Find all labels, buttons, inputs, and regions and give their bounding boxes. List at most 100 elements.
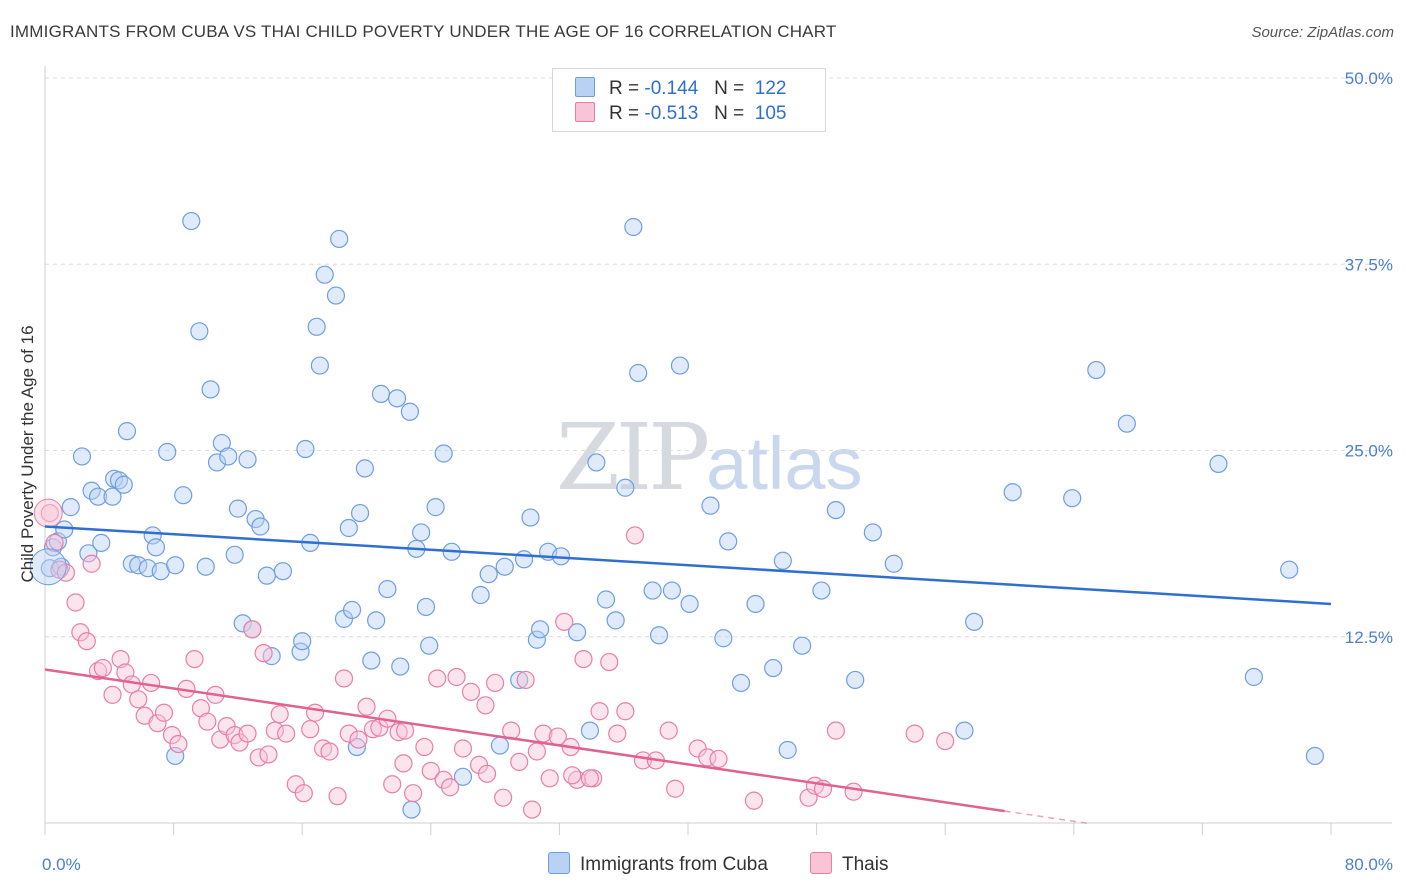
data-point-thais xyxy=(111,649,130,669)
data-point-cuba xyxy=(196,557,215,576)
data-point-cuba xyxy=(629,363,648,383)
data-point-thais xyxy=(129,690,148,709)
data-point-cuba xyxy=(778,740,797,760)
data-point-thais xyxy=(82,554,101,573)
data-point-cuba xyxy=(114,475,133,494)
bottom-legend-swatch-thais xyxy=(810,852,832,874)
data-point-cuba xyxy=(846,670,865,690)
data-point-thais xyxy=(486,673,505,693)
trend-line-cuba xyxy=(44,525,1332,606)
watermark: ZIPatlas xyxy=(556,404,862,511)
data-point-cuba xyxy=(146,538,166,557)
data-point-thais xyxy=(162,725,182,745)
data-point-cuba xyxy=(350,503,370,523)
data-point-cuba xyxy=(434,444,453,463)
data-point-thais xyxy=(494,788,513,807)
data-point-thais xyxy=(421,761,440,780)
data-point-cuba xyxy=(330,229,349,249)
data-point-cuba xyxy=(347,737,366,757)
legend-swatch-thais xyxy=(575,102,595,122)
data-point-thais xyxy=(33,498,63,528)
bottom-legend-label-thais: Thais xyxy=(842,854,889,875)
data-point-cuba xyxy=(662,581,682,600)
y-axis-label: Child Poverty Under the Age of 16 xyxy=(18,325,37,583)
data-point-thais xyxy=(169,734,188,754)
data-point-cuba xyxy=(955,721,974,740)
data-point-cuba xyxy=(527,630,546,649)
data-point-thais xyxy=(440,778,460,797)
data-point-cuba xyxy=(616,478,635,497)
data-point-cuba xyxy=(719,532,738,551)
data-point-cuba xyxy=(103,487,122,506)
data-point-thais xyxy=(404,784,423,803)
data-point-cuba xyxy=(764,658,783,678)
data-point-cuba xyxy=(567,623,587,642)
data-point-thais xyxy=(339,724,358,743)
data-point-thais xyxy=(301,720,320,739)
data-point-thais xyxy=(659,721,678,740)
data-point-thais xyxy=(66,593,85,612)
data-point-thais xyxy=(265,721,284,740)
data-point-thais xyxy=(270,705,289,724)
data-point-thais xyxy=(580,769,600,788)
data-point-thais xyxy=(259,745,278,764)
data-point-cuba xyxy=(117,422,137,441)
data-point-cuba xyxy=(402,800,421,819)
data-point-thais xyxy=(527,742,546,761)
x-tick-label: 80.0% xyxy=(1345,855,1393,874)
data-point-cuba xyxy=(587,453,606,472)
data-point-cuba xyxy=(1305,746,1325,766)
data-point-thais xyxy=(71,623,90,642)
data-point-cuba xyxy=(158,442,177,462)
watermark-atlas: atlas xyxy=(706,422,863,505)
data-point-cuba xyxy=(190,322,209,341)
data-point-cuba xyxy=(643,581,662,600)
trend-line-thais-extension xyxy=(1004,810,1090,825)
bottom-legend-label-cuba: Immigrants from Cuba xyxy=(580,854,768,875)
data-point-cuba xyxy=(1280,560,1299,579)
data-point-thais xyxy=(77,632,96,651)
legend-n-value: 105 xyxy=(754,103,787,124)
data-point-cuba xyxy=(233,614,252,633)
bottom-legend-thais: Thais xyxy=(810,852,888,876)
data-point-cuba xyxy=(251,517,270,536)
data-point-cuba xyxy=(510,670,529,690)
data-point-cuba xyxy=(812,581,831,600)
data-point-thais xyxy=(574,649,593,669)
data-point-cuba xyxy=(378,579,397,599)
data-point-cuba xyxy=(965,612,984,631)
data-point-thais xyxy=(625,526,645,545)
data-point-cuba xyxy=(88,487,108,506)
data-point-cuba xyxy=(826,501,845,520)
data-point-thais xyxy=(826,721,845,740)
data-point-cuba xyxy=(649,626,669,645)
data-point-cuba xyxy=(307,317,326,336)
data-point-cuba xyxy=(166,746,185,766)
y-tick-label: 37.5% xyxy=(1345,255,1393,274)
data-point-cuba xyxy=(182,211,201,231)
y-tick-label: 12.5% xyxy=(1345,628,1393,647)
data-point-cuba xyxy=(387,389,407,408)
data-point-cuba xyxy=(225,545,244,564)
data-point-cuba xyxy=(296,439,315,459)
x-tick-label: 0.0% xyxy=(42,855,81,874)
data-point-thais xyxy=(148,714,167,733)
data-point-thais xyxy=(540,769,559,788)
correlation-legend: R = -0.144 N = 122 R = -0.513 N = 105 xyxy=(552,68,826,132)
data-point-cuba xyxy=(531,620,550,639)
data-point-thais xyxy=(383,775,402,794)
data-point-cuba xyxy=(793,636,812,655)
data-point-cuba xyxy=(371,384,391,403)
data-point-thais xyxy=(936,731,955,751)
data-point-cuba xyxy=(495,557,514,576)
trend-line-thais xyxy=(44,668,1005,813)
data-point-cuba xyxy=(257,566,276,585)
legend-row-thais: R = -0.513 N = 105 xyxy=(575,102,786,126)
data-point-cuba xyxy=(400,402,420,421)
data-point-cuba xyxy=(92,533,111,552)
legend-swatch-cuba xyxy=(575,77,595,97)
data-point-cuba xyxy=(1244,667,1263,687)
data-point-cuba xyxy=(1117,414,1136,433)
data-point-cuba xyxy=(238,450,257,469)
